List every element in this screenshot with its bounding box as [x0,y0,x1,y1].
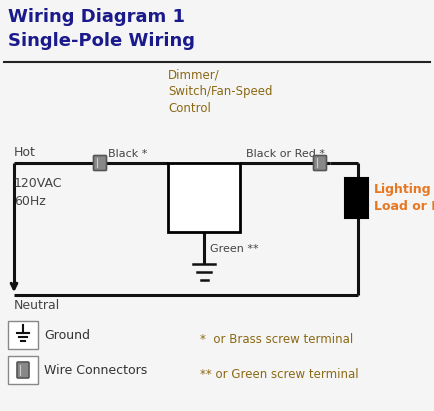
Text: Wire Connectors: Wire Connectors [44,363,147,376]
Text: Single-Pole Wiring: Single-Pole Wiring [8,32,195,50]
Text: Dimmer/
Switch/Fan-Speed
Control: Dimmer/ Switch/Fan-Speed Control [168,68,273,115]
Bar [8,321,38,349]
Text: *  or Brass screw terminal: * or Brass screw terminal [200,332,353,346]
Text: Wiring Diagram 1: Wiring Diagram 1 [8,8,185,26]
Text: Black or Red *: Black or Red * [246,149,325,159]
Text: Lighting
Load or Fan: Lighting Load or Fan [374,183,434,213]
Text: Hot: Hot [14,146,36,159]
Text: Black *: Black * [108,149,148,159]
FancyBboxPatch shape [313,155,326,171]
Text: Green **: Green ** [210,244,259,254]
Bar [168,163,240,232]
Bar [345,178,368,218]
Text: ** or Green screw terminal: ** or Green screw terminal [200,367,358,381]
FancyBboxPatch shape [17,362,29,378]
Text: 120VAC
60Hz: 120VAC 60Hz [14,177,62,208]
FancyBboxPatch shape [93,155,106,171]
Text: Ground: Ground [44,328,90,342]
Bar [8,356,38,384]
Text: Neutral: Neutral [14,299,60,312]
